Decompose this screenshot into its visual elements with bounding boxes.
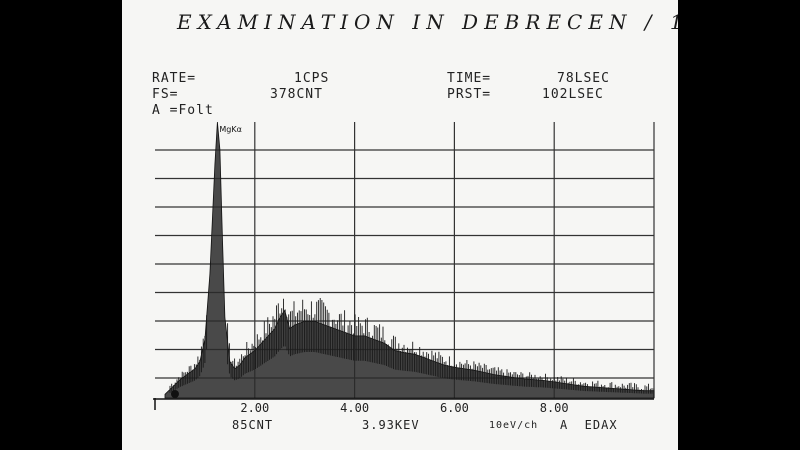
- x-tick-label: 6.00: [440, 401, 469, 415]
- detector-label: A EDAX: [560, 418, 618, 432]
- cursor-counts: 85CNT: [232, 418, 273, 432]
- x-tick-label: 4.00: [340, 401, 369, 415]
- peak-label: MgKα: [219, 125, 242, 134]
- spectrum-chart: 2.00 4.00 6.00 8.00 MgKα: [122, 0, 678, 450]
- scale-label: 10eV/ch: [489, 420, 538, 431]
- x-tick-label: 8.00: [540, 401, 569, 415]
- cursor-marker: [171, 390, 179, 398]
- cursor-energy: 3.93KEV: [362, 418, 420, 432]
- printout-page: EXAMINATION IN DEBRECEN / 1992 RATE= 1CP…: [122, 0, 678, 450]
- x-tick-label: 2.00: [240, 401, 269, 415]
